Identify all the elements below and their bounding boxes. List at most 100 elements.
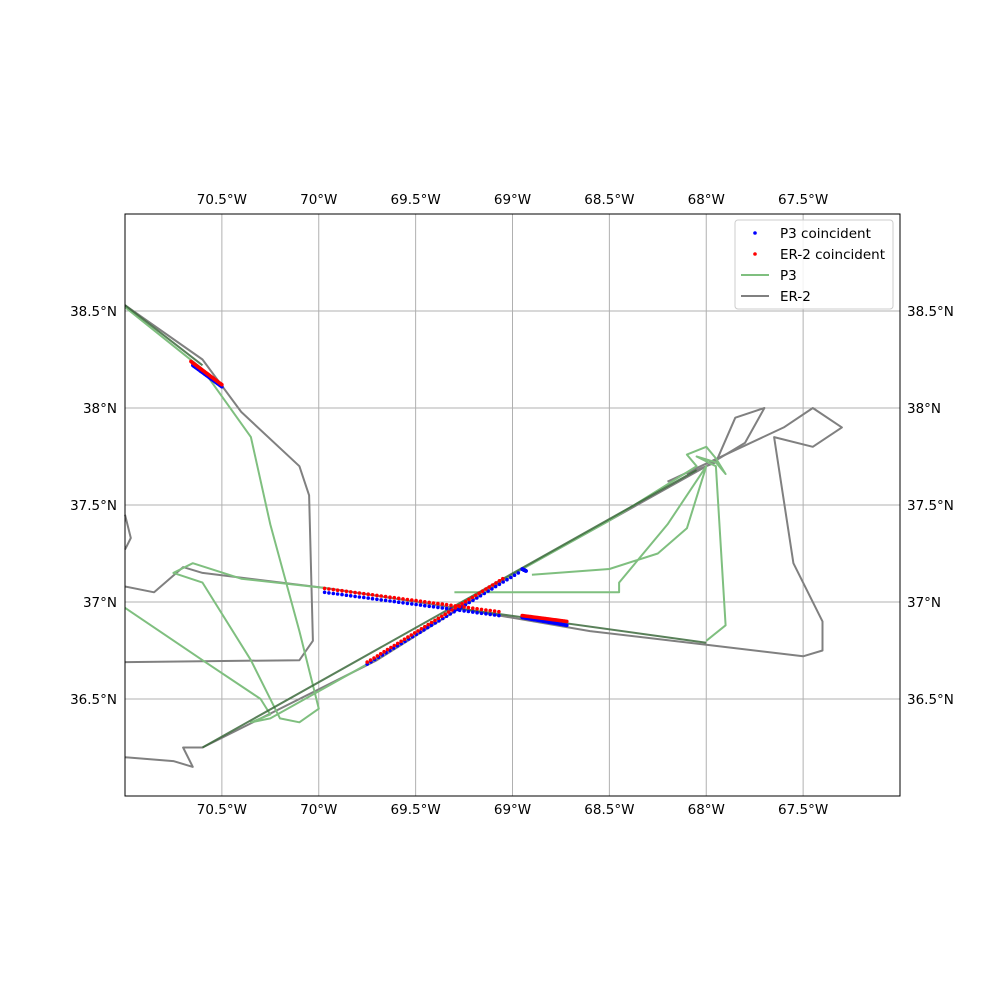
p3-coincident-point	[366, 596, 371, 600]
p3-coincident-point	[431, 605, 436, 609]
er2-coincident-point	[497, 609, 501, 614]
legend-label-er-2-coincident: ER-2 coincident	[780, 247, 885, 263]
er2-coincident-point	[344, 589, 349, 594]
p3-coincident-point	[512, 573, 517, 577]
er2-coincident-point	[423, 600, 427, 604]
track-line-er-2-3	[124, 304, 314, 664]
er2-coincident-point	[331, 587, 336, 592]
p3-coincident-point	[392, 599, 397, 604]
lat-tick-right-4: 36.5°N	[907, 692, 954, 708]
er2-coincident-point	[389, 645, 393, 650]
p3-coincident-point	[497, 582, 502, 587]
p3-coincident-point	[436, 605, 440, 610]
er2-coincident-point	[370, 593, 375, 597]
er2-coincident-point	[479, 607, 484, 612]
er2-coincident-point	[443, 612, 448, 616]
tick-labels: 70.5°W 70.5°W 70°W 70°W 69.5°W 69.5°W 69°W 69°W…	[70, 192, 954, 818]
er2-coincident-point	[372, 656, 376, 660]
er2-coincident-point	[429, 620, 434, 625]
p3-coincident-point	[471, 598, 475, 603]
er2-coincident-point	[484, 608, 488, 612]
er2-coincident-point	[475, 607, 479, 611]
track-line-er-2-1	[124, 407, 843, 658]
er2-coincident-point	[348, 590, 353, 594]
er2-coincident-point	[366, 592, 371, 596]
er2-coincident-point	[362, 591, 366, 596]
er2-coincident-point	[378, 652, 383, 656]
er2-coincident-point	[379, 594, 384, 598]
p3-coincident-point	[362, 595, 366, 600]
p3-coincident-point	[516, 571, 521, 575]
p3-coincident-point	[414, 602, 418, 607]
er2-coincident-point	[446, 610, 451, 614]
er2-coincident-point	[450, 608, 454, 612]
er2-coincident-point	[401, 597, 405, 601]
track-line-p3-4	[124, 306, 329, 724]
p3-coincident-point	[457, 608, 462, 613]
er2-coincident-point	[565, 619, 569, 624]
er2-coincident-point	[418, 599, 423, 603]
map-frame	[124, 213, 901, 797]
er2-coincident-point	[473, 593, 478, 598]
lat-tick-right-2: 37.5°N	[907, 498, 954, 514]
p3-coincident-point	[322, 590, 327, 595]
p3-coincident-point	[565, 623, 569, 628]
p3-coincident-point	[493, 584, 498, 589]
er2-coincident-point	[453, 604, 458, 608]
track-overlap-0	[124, 304, 204, 367]
er2-coincident-point	[471, 606, 475, 610]
lon-tick-bottom-5: 68°W	[688, 802, 725, 818]
p3-coincident-point	[524, 569, 528, 573]
p3-coincident-point	[479, 611, 484, 616]
er2-coincident-point	[444, 602, 449, 607]
p3-coincident-point	[423, 603, 427, 608]
er2-coincident-point	[406, 635, 410, 639]
er2-coincident-point	[340, 588, 344, 593]
er2-coincident-point	[405, 597, 410, 602]
er2-coincident-point	[490, 583, 495, 587]
er2-coincident-point	[388, 595, 392, 599]
p3-coincident-point	[379, 598, 384, 602]
legend: P3 coincident ER-2 coincident P3 ER-2	[734, 219, 894, 310]
track-overlap-2	[454, 606, 707, 644]
er2-coincident-point	[467, 597, 471, 602]
track-line-er-2-2	[124, 514, 132, 551]
er2-coincident-point	[220, 382, 224, 387]
lon-tick-top-5: 68°W	[688, 192, 725, 208]
p3-coincident-point	[370, 596, 375, 601]
er2-coincident-point	[419, 627, 424, 631]
track-lines	[124, 304, 843, 768]
p3-coincident-point	[353, 594, 357, 599]
er2-coincident-point	[368, 658, 373, 662]
er2-coincident-point	[322, 586, 327, 591]
p3-coincident-point	[505, 577, 509, 582]
er2-coincident-point	[492, 609, 497, 613]
p3-coincident-point	[440, 606, 445, 610]
lat-tick-left-0: 38.5°N	[70, 304, 117, 320]
p3-coincident-point	[331, 591, 336, 596]
er2-coincident-point	[385, 647, 390, 652]
er2-coincident-point	[477, 591, 481, 596]
p3-coincident-point	[410, 602, 414, 606]
er2-coincident-point	[440, 602, 445, 606]
er2-coincident-point	[480, 589, 485, 593]
er2-coincident-point	[457, 604, 462, 609]
p3-coincident-point	[429, 623, 434, 628]
coincident-points	[189, 359, 569, 666]
er2-coincident-point	[335, 588, 340, 592]
lon-tick-top-0: 70.5°W	[197, 192, 247, 208]
er2-coincident-point	[395, 641, 400, 646]
er2-coincident-point	[460, 601, 464, 606]
lat-tick-right-1: 38°N	[907, 401, 941, 417]
er2-coincident-point	[409, 633, 414, 637]
er2-coincident-point	[375, 654, 380, 658]
p3-coincident-point	[340, 592, 344, 597]
er2-coincident-point	[402, 637, 407, 641]
lon-tick-top-4: 68.5°W	[584, 192, 634, 208]
er2-coincident-point	[431, 601, 436, 605]
er2-coincident-point	[436, 601, 440, 606]
track-line-p3-5	[124, 445, 727, 724]
p3-coincident-point	[396, 600, 401, 604]
er2-coincident-point	[392, 643, 397, 648]
